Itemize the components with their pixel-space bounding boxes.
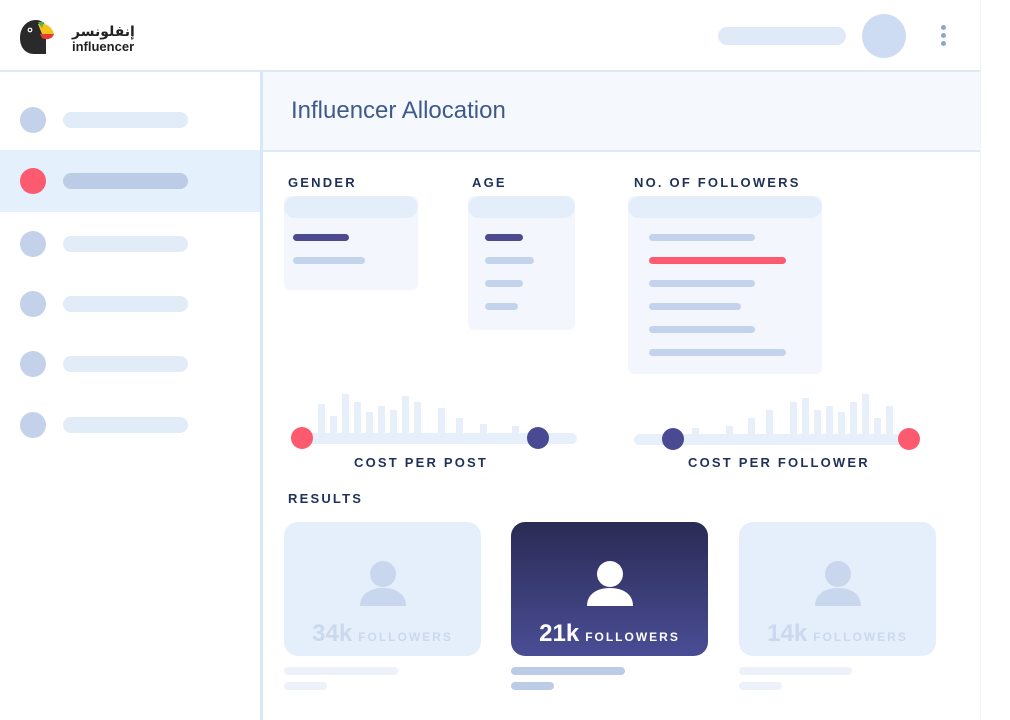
sidebar-item-label-placeholder (63, 173, 188, 189)
page-header: Influencer Allocation (263, 72, 980, 152)
cost-per-follower-max-handle[interactable] (898, 428, 920, 450)
dropdown-header[interactable] (284, 196, 418, 218)
sidebar-item-icon (20, 291, 46, 317)
top-bar: إنفلونسر influencer (0, 0, 980, 72)
person-icon (359, 561, 406, 606)
app-window: إنفلونسر influencer (0, 0, 981, 720)
result-followers: 14k FOLLOWERS (739, 620, 936, 648)
sidebar-item[interactable] (0, 333, 260, 395)
option[interactable] (649, 303, 741, 310)
cost-per-follower-slider-track[interactable] (634, 434, 918, 445)
user-avatar[interactable] (862, 14, 906, 58)
sidebar-item-active[interactable] (0, 150, 260, 212)
result-caption-placeholder (739, 682, 782, 690)
result-card-selected[interactable]: 21k FOLLOWERS (511, 522, 708, 656)
option-selected[interactable] (649, 257, 786, 264)
person-icon (586, 561, 633, 606)
sidebar-item-icon (20, 168, 46, 194)
sidebar-item-icon (20, 231, 46, 257)
option[interactable] (485, 303, 518, 310)
option-selected[interactable] (293, 234, 349, 241)
person-icon (814, 561, 861, 606)
option[interactable] (293, 257, 365, 264)
sidebar-item[interactable] (0, 213, 260, 275)
sidebar-item-label-placeholder (63, 112, 188, 128)
result-caption-placeholder (739, 667, 852, 675)
option[interactable] (649, 326, 755, 333)
result-card[interactable]: 34k FOLLOWERS (284, 522, 481, 656)
sidebar-item-icon (20, 412, 46, 438)
dropdown-header[interactable] (468, 196, 575, 218)
followers-filter-label: NO. OF FOLLOWERS (634, 175, 801, 190)
followers-filter-dropdown[interactable] (628, 196, 822, 374)
result-unit: FOLLOWERS (585, 630, 680, 644)
sidebar-item-label-placeholder (63, 417, 188, 433)
result-followers: 34k FOLLOWERS (284, 620, 481, 648)
option-selected[interactable] (485, 234, 523, 241)
result-caption-placeholder (511, 682, 554, 690)
result-count: 14k (767, 620, 808, 647)
cost-per-post-label: COST PER POST (354, 455, 489, 470)
age-filter-dropdown[interactable] (468, 196, 575, 330)
gender-filter-label: GENDER (288, 175, 357, 190)
dropdown-header[interactable] (628, 196, 822, 218)
sidebar-item-label-placeholder (63, 236, 188, 252)
result-card[interactable]: 14k FOLLOWERS (739, 522, 936, 656)
search-bar-placeholder[interactable] (718, 27, 846, 45)
kebab-menu-icon[interactable] (934, 22, 952, 50)
age-filter-label: AGE (472, 175, 507, 190)
option[interactable] (649, 280, 755, 287)
cost-per-follower-min-handle[interactable] (662, 428, 684, 450)
sidebar-item[interactable] (0, 394, 260, 456)
option[interactable] (649, 234, 755, 241)
cost-per-post-max-handle[interactable] (527, 427, 549, 449)
gender-filter-dropdown[interactable] (284, 196, 418, 290)
cost-per-follower-label: COST PER FOLLOWER (688, 455, 870, 470)
cost-per-post-min-handle[interactable] (291, 427, 313, 449)
sidebar-item[interactable] (0, 89, 260, 151)
toucan-logo-icon (20, 20, 54, 54)
result-count: 34k (312, 620, 353, 647)
result-caption-placeholder (284, 667, 398, 675)
result-unit: FOLLOWERS (813, 630, 908, 644)
result-caption-placeholder (284, 682, 327, 690)
result-followers: 21k FOLLOWERS (511, 620, 708, 648)
brand-name: influencer (72, 39, 135, 54)
result-count: 21k (539, 620, 580, 647)
sidebar (0, 72, 263, 720)
result-caption-placeholder (511, 667, 625, 675)
sidebar-item[interactable] (0, 273, 260, 335)
cost-per-post-slider-track[interactable] (292, 433, 577, 444)
results-label: RESULTS (288, 491, 364, 506)
sidebar-item-label-placeholder (63, 296, 188, 312)
page-title: Influencer Allocation (291, 97, 506, 124)
sidebar-item-icon (20, 351, 46, 377)
option[interactable] (485, 280, 523, 287)
brand-name-arabic: إنفلونسر (72, 24, 135, 40)
option[interactable] (649, 349, 786, 356)
option[interactable] (485, 257, 534, 264)
sidebar-item-label-placeholder (63, 356, 188, 372)
result-unit: FOLLOWERS (358, 630, 453, 644)
sidebar-item-icon (20, 107, 46, 133)
